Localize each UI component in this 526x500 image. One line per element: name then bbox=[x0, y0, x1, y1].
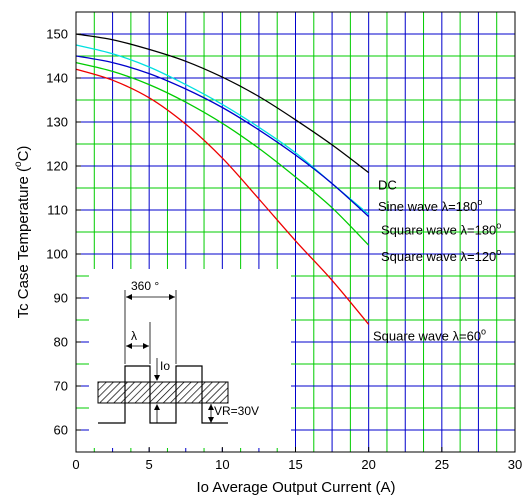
curve-label-degree: o bbox=[477, 197, 482, 207]
series-group bbox=[75, 33, 370, 325]
y-tick-label: 130 bbox=[46, 115, 68, 130]
hatched-band bbox=[97, 381, 229, 404]
curve-label-0: DC bbox=[378, 177, 397, 192]
vr-label: VR=30V bbox=[214, 404, 259, 418]
curve-label-text: Square wave λ=180 bbox=[381, 222, 496, 237]
y-tick-label: 80 bbox=[54, 335, 68, 350]
lambda-arrowheads bbox=[126, 343, 149, 349]
curve-label-text: Square wave λ=120 bbox=[381, 249, 496, 264]
x-axis-title: Io Average Output Current (A) bbox=[197, 479, 396, 496]
y-tick-label: 150 bbox=[46, 27, 68, 42]
y-axis-title-sup: o bbox=[13, 161, 24, 167]
y-tick-label: 140 bbox=[46, 71, 68, 86]
y-axis-title: Tc Case Temperature (oC) bbox=[13, 146, 32, 319]
curve-label-4: Square wave λ=60o bbox=[373, 326, 486, 343]
series-line-4 bbox=[75, 68, 370, 325]
x-tick-label: 30 bbox=[508, 457, 522, 472]
x-tick-label: 10 bbox=[215, 457, 229, 472]
y-tick-label: 60 bbox=[54, 423, 68, 438]
series-line-2 bbox=[75, 55, 370, 218]
y-tick-label: 120 bbox=[46, 159, 68, 174]
x-tick-label: 0 bbox=[72, 457, 79, 472]
curve-label-3: Square wave λ=120o bbox=[381, 247, 501, 264]
curve-label-degree: o bbox=[496, 247, 501, 257]
y-tick-label: 100 bbox=[46, 247, 68, 262]
y-axis-title-end: C) bbox=[15, 146, 32, 162]
y-tick-label: 90 bbox=[54, 291, 68, 306]
period-arrowheads bbox=[126, 294, 175, 300]
inset-background bbox=[89, 269, 291, 448]
io-label: Io bbox=[160, 359, 170, 373]
square-waveform bbox=[98, 365, 228, 424]
y-tick-label: 70 bbox=[54, 379, 68, 394]
io-arrowhead-up bbox=[154, 404, 160, 410]
x-tick-label: 15 bbox=[288, 457, 302, 472]
io-arrowhead-down bbox=[154, 375, 160, 381]
x-tick-label: 20 bbox=[361, 457, 375, 472]
curve-label-degree: o bbox=[481, 326, 486, 336]
x-tick-label: 25 bbox=[435, 457, 449, 472]
series-line-3 bbox=[75, 61, 370, 246]
curve-label-text: DC bbox=[378, 177, 397, 192]
curve-label-text: Sine wave λ=180 bbox=[378, 199, 477, 214]
lambda-label: λ bbox=[131, 329, 137, 343]
y-axis-title-main: Tc Case Temperature ( bbox=[15, 167, 32, 318]
ticks-group: 0 5 10 15 20 25 30 60 70 80 90 100 110 120 130 140 150 bbox=[46, 27, 522, 473]
curve-label-1: Sine wave λ=180o bbox=[378, 197, 482, 214]
period-label: 360 ° bbox=[131, 279, 159, 293]
y-tick-label: 110 bbox=[47, 203, 68, 218]
inset-diagram: 360 ° λ Io VR=30V bbox=[89, 269, 291, 448]
vr-arrowheads bbox=[208, 404, 214, 423]
curve-label-text: Square wave λ=60 bbox=[373, 328, 481, 343]
curve-label-2: Square wave λ=180o bbox=[381, 220, 501, 237]
curve-label-degree: o bbox=[496, 220, 501, 230]
series-line-0 bbox=[75, 33, 370, 174]
x-tick-label: 5 bbox=[146, 457, 153, 472]
